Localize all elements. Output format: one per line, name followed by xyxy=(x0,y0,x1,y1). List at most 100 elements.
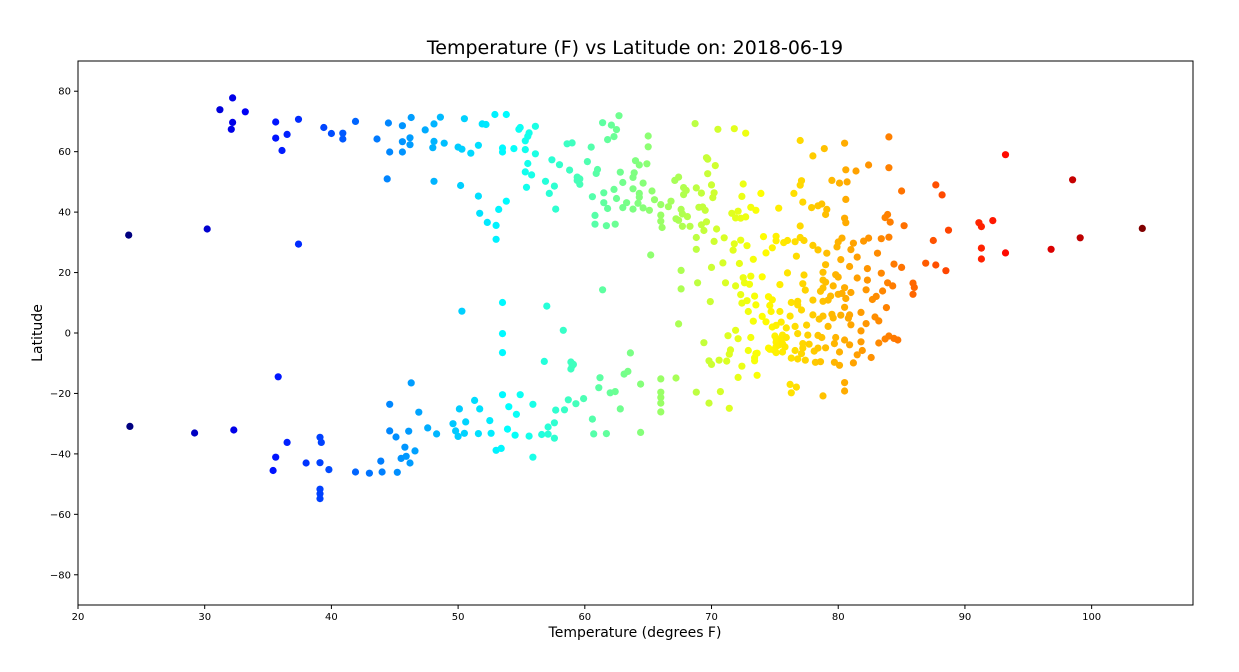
data-point xyxy=(378,468,386,476)
data-point xyxy=(977,255,986,263)
data-point xyxy=(599,119,607,127)
data-point xyxy=(612,194,621,203)
data-point xyxy=(862,320,870,328)
data-point xyxy=(476,405,484,413)
y-tick-label: −20 xyxy=(50,389,71,400)
data-point xyxy=(619,178,627,187)
data-point xyxy=(819,284,827,292)
data-point xyxy=(875,339,883,347)
data-points xyxy=(125,94,1146,503)
data-point xyxy=(1138,224,1146,232)
data-point xyxy=(838,289,846,297)
data-point xyxy=(857,327,865,335)
data-point xyxy=(610,133,618,141)
y-tick-label: 0 xyxy=(65,329,71,340)
data-point xyxy=(692,245,700,253)
data-point xyxy=(552,205,560,213)
data-point xyxy=(820,145,828,153)
data-point xyxy=(720,234,728,242)
data-point xyxy=(510,145,518,153)
data-point xyxy=(635,189,643,197)
data-point xyxy=(832,333,840,342)
data-point xyxy=(822,261,830,269)
data-point xyxy=(278,146,286,155)
data-point xyxy=(491,110,499,119)
data-point xyxy=(847,321,855,329)
data-point xyxy=(272,118,280,126)
data-point xyxy=(629,205,637,213)
data-point xyxy=(890,260,898,268)
data-point xyxy=(595,384,603,392)
data-point xyxy=(705,399,713,407)
data-point xyxy=(989,217,997,225)
data-point xyxy=(458,307,466,315)
data-point xyxy=(791,238,799,246)
data-point xyxy=(932,261,940,269)
data-point xyxy=(588,193,597,201)
data-point xyxy=(842,219,850,227)
data-point xyxy=(283,438,291,446)
data-point xyxy=(834,273,842,281)
data-point xyxy=(794,297,802,305)
data-point xyxy=(814,344,822,352)
data-point xyxy=(790,189,798,197)
data-point xyxy=(486,417,494,425)
data-point xyxy=(241,108,249,116)
data-point xyxy=(885,133,893,141)
data-point xyxy=(384,119,392,127)
data-point xyxy=(877,235,885,243)
data-point xyxy=(302,459,310,467)
data-point xyxy=(398,148,406,156)
data-point xyxy=(742,129,750,137)
data-point xyxy=(849,359,858,367)
data-point xyxy=(835,348,844,356)
data-point xyxy=(758,312,766,320)
data-point xyxy=(377,457,385,465)
data-point xyxy=(525,129,533,137)
data-point xyxy=(393,468,401,476)
data-point xyxy=(325,466,333,474)
data-point xyxy=(657,388,665,396)
data-point xyxy=(797,306,806,314)
data-point xyxy=(543,302,551,310)
x-axis-label: Temperature (degrees F) xyxy=(548,625,722,641)
data-point xyxy=(657,393,665,401)
data-point xyxy=(875,317,883,325)
data-point xyxy=(782,324,790,332)
data-point xyxy=(216,106,224,114)
plot-frame xyxy=(77,60,1194,606)
data-point xyxy=(229,94,237,102)
data-point xyxy=(841,139,849,147)
data-point xyxy=(715,356,723,364)
data-point xyxy=(929,236,937,245)
data-point xyxy=(511,431,519,439)
data-point xyxy=(675,320,683,328)
data-point xyxy=(800,236,808,245)
data-point xyxy=(407,379,415,387)
data-point xyxy=(658,223,666,232)
data-point xyxy=(401,443,409,451)
data-point xyxy=(351,468,360,476)
chart-title: Temperature (F) vs Latitude on: 2018-06-… xyxy=(426,37,843,59)
data-point xyxy=(560,406,569,414)
data-point xyxy=(823,249,831,257)
data-point xyxy=(977,223,986,231)
data-point xyxy=(702,218,711,226)
data-point xyxy=(772,232,780,240)
data-point xyxy=(430,137,438,145)
data-point xyxy=(576,175,584,183)
data-point xyxy=(786,380,794,388)
data-point xyxy=(898,263,906,271)
data-point xyxy=(672,374,680,382)
y-axis: −80 −60 −40 −20 0 20 40 60 80 xyxy=(50,87,78,581)
data-point xyxy=(787,389,795,397)
data-point xyxy=(700,226,708,235)
x-tick-label: 100 xyxy=(1082,612,1101,623)
data-point xyxy=(629,185,637,193)
data-point xyxy=(610,185,618,193)
data-point xyxy=(898,187,906,195)
data-point xyxy=(759,233,768,241)
x-tick-label: 80 xyxy=(832,612,845,623)
data-point xyxy=(862,286,870,294)
data-point xyxy=(944,226,953,234)
